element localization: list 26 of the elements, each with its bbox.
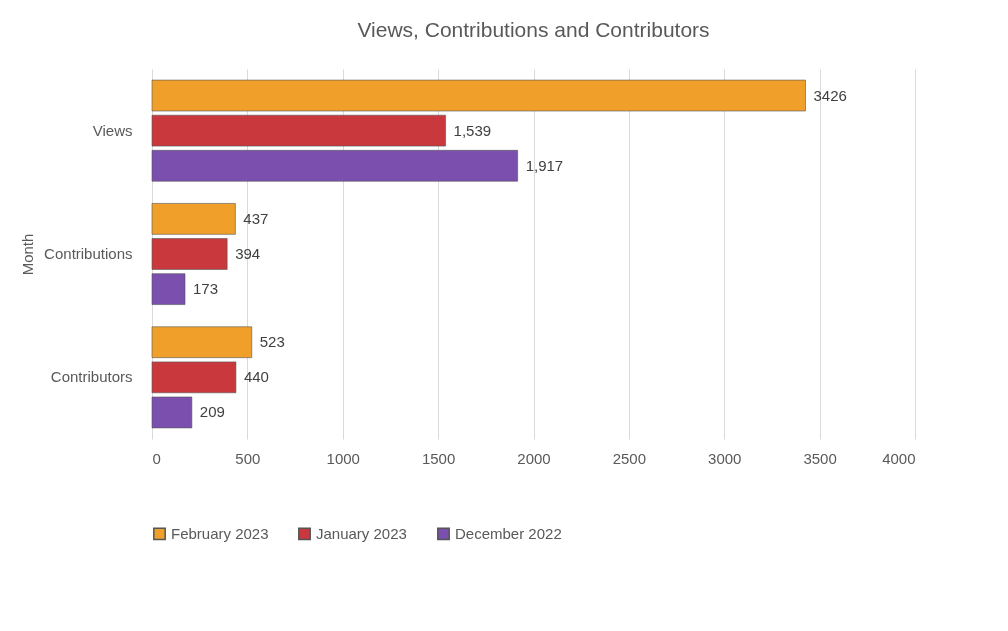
data-label: 523 (259, 333, 285, 351)
x-tick-label: 1500 (421, 449, 456, 467)
x-tick-label: 2000 (517, 449, 551, 467)
y-tick-label: Contributors (50, 368, 133, 386)
data-label: 394 (235, 245, 261, 262)
x-tick-label: 4000 (882, 449, 916, 467)
y-tick-label: Views (92, 121, 133, 139)
y-axis-title: Month (19, 233, 37, 276)
data-label: 440 (243, 368, 269, 386)
data-label: 3426 (813, 86, 847, 104)
chart-title: Views, Contributions and Contributors (357, 18, 710, 41)
legend-label: December 2022 (455, 524, 562, 542)
legend-label: February 2023 (171, 524, 269, 542)
x-tick-label: 3500 (803, 449, 837, 467)
data-label: 437 (243, 209, 269, 227)
data-label: 173 (193, 280, 219, 298)
data-label: 1,539 (453, 121, 492, 139)
x-tick-label: 0 (152, 449, 161, 467)
data-label: 209 (199, 403, 225, 421)
data-label: 1,917 (525, 156, 564, 174)
x-tick-label: 1000 (326, 449, 360, 467)
legend-label: January 2023 (316, 524, 407, 542)
x-tick-label: 2500 (612, 449, 647, 467)
x-tick-label: 500 (235, 449, 261, 467)
y-tick-label: Contributions (44, 245, 133, 262)
x-tick-label: 3000 (708, 449, 742, 467)
